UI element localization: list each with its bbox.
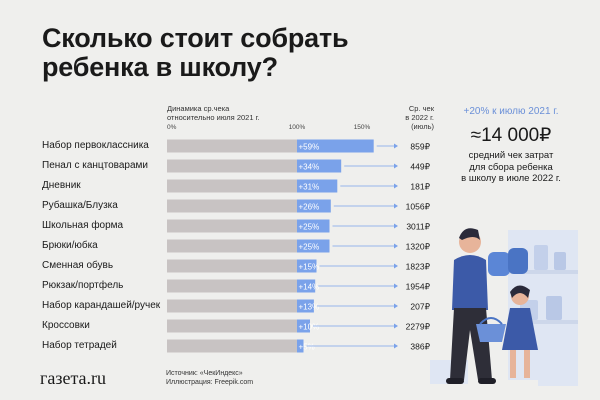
adult-shirt: [452, 255, 488, 310]
axis-tick-label: 0%: [167, 124, 177, 131]
avg-check-label: 1320₽: [406, 241, 431, 251]
avg-check-label: 2279₽: [406, 321, 431, 331]
avg-check-label: 207₽: [410, 301, 430, 311]
growth-bar: [297, 279, 316, 293]
arrow-head: [394, 263, 398, 269]
arrow-head: [394, 283, 398, 289]
summary-change: +20% к июлю 2021 г.: [463, 106, 559, 117]
avg-check-label: 1823₽: [406, 261, 431, 271]
growth-bar: [297, 199, 331, 213]
page-title: Сколько стоит собрать ребенка в школу?: [42, 23, 349, 82]
avg-check-label: 386₽: [410, 341, 430, 351]
child-dress: [502, 308, 538, 350]
summary-amount: ≈14 000₽: [470, 125, 552, 146]
base-bar: [167, 279, 297, 293]
base-bar: [167, 299, 297, 313]
growth-bar: [297, 319, 310, 333]
shelf-item: [534, 245, 548, 270]
arrow-head: [394, 323, 398, 329]
growth-bar: [297, 179, 338, 193]
growth-bar: [297, 239, 330, 253]
growth-label: +15%: [299, 262, 320, 271]
avg-check-column-header: Ср. чек в 2022 г. (июль): [405, 104, 434, 131]
shelf-line: [508, 270, 578, 274]
base-bar: [167, 179, 297, 193]
category-label: Набор карандашей/ручек: [42, 299, 161, 311]
arrow-head: [394, 303, 398, 309]
base-bar: [167, 199, 297, 213]
arrow-head: [394, 343, 398, 349]
avg-check-label: 449₽: [410, 161, 430, 171]
growth-bar: [297, 339, 304, 353]
category-label: Брюки/юбка: [42, 239, 98, 251]
base-bar: [167, 239, 297, 253]
base-bar: [167, 319, 297, 333]
arrow-head: [394, 143, 398, 149]
shelf-item: [554, 252, 566, 270]
brand-logo: газета.ru: [40, 368, 107, 388]
growth-bar: [297, 219, 330, 233]
growth-label: +31%: [299, 182, 320, 191]
arrow-head: [394, 163, 398, 169]
avg-check-label: 181₽: [410, 181, 430, 191]
growth-label: +26%: [299, 202, 320, 211]
child-leg: [524, 350, 530, 378]
growth-bar: [297, 259, 317, 273]
axis-tick-label: 150%: [354, 124, 371, 131]
source-credits: Источник: «ЧекИндекс» Иллюстрация: Freep…: [166, 370, 254, 386]
avg-check-label: 1954₽: [406, 281, 431, 291]
growth-bar: [297, 299, 314, 313]
adult-hair: [459, 228, 480, 240]
growth-bar: [297, 139, 374, 153]
parent-child-shopping-illustration: [430, 228, 578, 386]
growth-label: +25%: [299, 222, 320, 231]
category-label: Кроссовки: [42, 319, 90, 331]
axis-tick-label: 100%: [289, 124, 306, 131]
base-bar: [167, 219, 297, 233]
growth-label: +25%: [299, 242, 320, 251]
category-label: Набор первоклассника: [42, 139, 149, 151]
box: [538, 366, 578, 386]
child-leg: [510, 350, 516, 378]
arrow-head: [394, 243, 398, 249]
backpack-icon: [488, 252, 510, 276]
category-label: Сменная обувь: [42, 259, 114, 271]
avg-check-label: 3011₽: [406, 221, 430, 231]
adult-shoe: [478, 378, 496, 384]
growth-label: +10%: [299, 322, 320, 331]
growth-label: +59%: [299, 142, 320, 151]
shelf-line: [508, 320, 578, 324]
category-label: Школьная форма: [42, 219, 124, 231]
category-label: Пенал с канцтоварами: [42, 159, 149, 171]
arrow-head: [394, 183, 398, 189]
child-hair: [510, 285, 530, 298]
backpack-icon: [508, 248, 528, 274]
growth-bar: [297, 159, 342, 173]
shelf-item: [546, 296, 562, 320]
avg-check-label: 1056₽: [406, 201, 431, 211]
base-bar: [167, 159, 297, 173]
summary-description: средний чек затрат для сбора ребенка в ш…: [461, 150, 561, 184]
change-column-header: Динамика ср.чека относительно июля 2021 …: [167, 104, 260, 122]
growth-label: +5%: [299, 342, 315, 351]
base-bar: [167, 259, 297, 273]
category-label: Дневник: [42, 179, 81, 191]
basket-handle: [479, 317, 503, 325]
category-label: Рюкзак/портфель: [42, 279, 124, 291]
arrow-head: [394, 203, 398, 209]
base-bar: [167, 139, 297, 153]
base-bar: [167, 339, 297, 353]
avg-check-label: 859₽: [410, 141, 430, 151]
basket-icon: [476, 324, 506, 342]
category-label: Рубашка/Блузка: [42, 199, 118, 211]
growth-label: +14%: [299, 282, 320, 291]
arrow-head: [394, 223, 398, 229]
growth-label: +34%: [299, 162, 320, 171]
growth-label: +13%: [299, 302, 320, 311]
category-label: Набор тетрадей: [42, 339, 117, 351]
adult-shoe: [446, 378, 464, 384]
